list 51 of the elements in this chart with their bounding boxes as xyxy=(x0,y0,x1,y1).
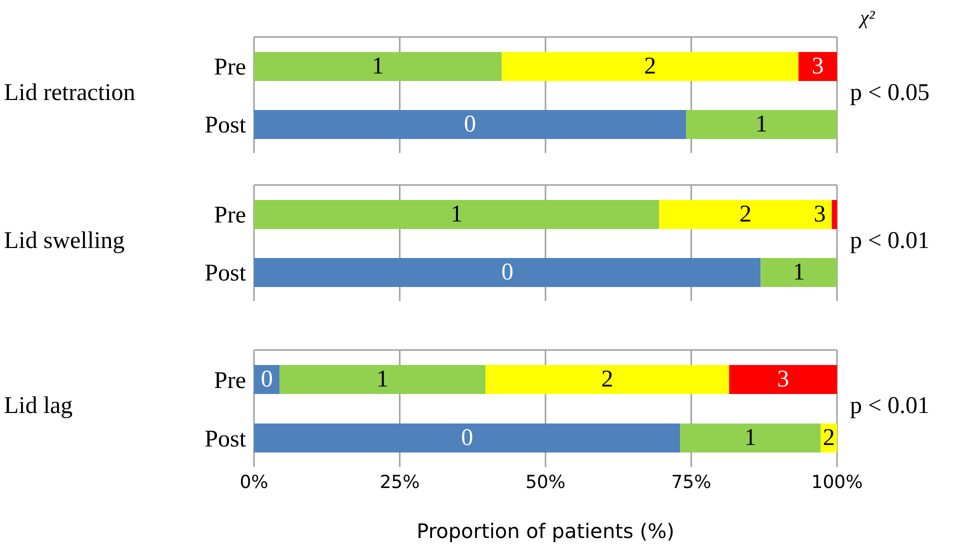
bar xyxy=(729,365,837,394)
series-label: 0 xyxy=(501,260,514,286)
y-tick-label: Post xyxy=(204,426,246,452)
series-label: 0 xyxy=(260,366,273,392)
bar xyxy=(798,52,837,81)
series-label: 3 xyxy=(777,366,790,392)
x-tick-label: 0% xyxy=(240,472,268,493)
series-label: 1 xyxy=(450,202,463,228)
bar xyxy=(686,110,837,139)
series-label: 0 xyxy=(464,112,476,138)
series-label: 3 xyxy=(814,202,826,228)
y-tick-label: Post xyxy=(204,112,246,139)
x-tick-label: 50% xyxy=(525,472,566,493)
y-tick-label: Pre xyxy=(214,54,246,81)
bar xyxy=(254,258,761,287)
x-axis-title: Proportion of patients (%) xyxy=(416,519,676,543)
series-label: 2 xyxy=(644,54,656,80)
y-tick-label: Post xyxy=(204,260,246,287)
bar xyxy=(680,424,821,452)
bar xyxy=(485,365,730,394)
y-tick-label: Pre xyxy=(214,202,246,229)
bar xyxy=(832,200,837,229)
bar xyxy=(280,365,486,394)
x-tick-label: 25% xyxy=(380,472,420,493)
text: 1 xyxy=(792,260,805,286)
text: p < 0.01 xyxy=(850,228,930,254)
bar xyxy=(502,52,799,81)
x-tick-label: 75% xyxy=(671,472,712,493)
text: 1 xyxy=(756,112,768,138)
text: 2 xyxy=(822,425,835,451)
series-label: 1 xyxy=(376,366,389,392)
text: 1 xyxy=(744,425,756,451)
x-tick-label: 100% xyxy=(811,472,863,493)
y-axis-title: Lid retraction xyxy=(4,80,136,106)
series-label: 2 xyxy=(601,366,614,392)
text: p < 0.01 xyxy=(850,392,930,420)
y-axis-title: Lid lag xyxy=(4,392,73,420)
text: 0 xyxy=(461,425,474,451)
bar xyxy=(254,200,660,229)
bar xyxy=(254,52,502,81)
series-label: 3 xyxy=(812,54,824,80)
y-axis-title: Lid swelling xyxy=(4,228,125,254)
bar xyxy=(659,200,832,229)
series-label: 2 xyxy=(739,202,752,228)
bar xyxy=(760,258,837,287)
y-tick-label: Pre xyxy=(214,368,246,394)
bar xyxy=(254,110,686,139)
text: χ² xyxy=(860,7,875,30)
text: p < 0.05 xyxy=(850,80,930,106)
bar xyxy=(254,424,680,452)
series-label: 1 xyxy=(372,54,384,80)
